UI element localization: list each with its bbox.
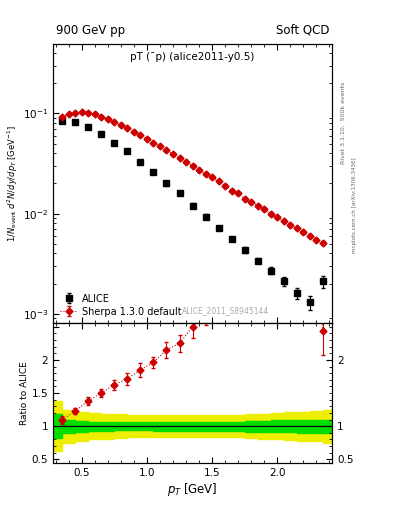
Text: Rivet 3.1.10,  500k events: Rivet 3.1.10, 500k events	[341, 82, 346, 164]
Text: Soft QCD: Soft QCD	[276, 24, 329, 36]
Text: mcplots.cern.ch [arXiv:1306.3436]: mcplots.cern.ch [arXiv:1306.3436]	[352, 157, 357, 252]
Legend: ALICE, Sherpa 1.3.0 default: ALICE, Sherpa 1.3.0 default	[56, 290, 186, 321]
Text: ALICE_2011_S8945144: ALICE_2011_S8945144	[182, 306, 270, 315]
X-axis label: $p_T\;[\mathrm{GeV}]$: $p_T\;[\mathrm{GeV}]$	[167, 481, 218, 498]
Text: 900 GeV pp: 900 GeV pp	[56, 24, 125, 36]
Y-axis label: Ratio to ALICE: Ratio to ALICE	[20, 361, 29, 425]
Y-axis label: $1/N_\mathrm{event}\;d^2N/dy/dp_T\;[\mathrm{GeV}^{-1}]$: $1/N_\mathrm{event}\;d^2N/dy/dp_T\;[\mat…	[6, 125, 20, 242]
Text: pT (¯p) (alice2011-y0.5): pT (¯p) (alice2011-y0.5)	[130, 52, 255, 62]
